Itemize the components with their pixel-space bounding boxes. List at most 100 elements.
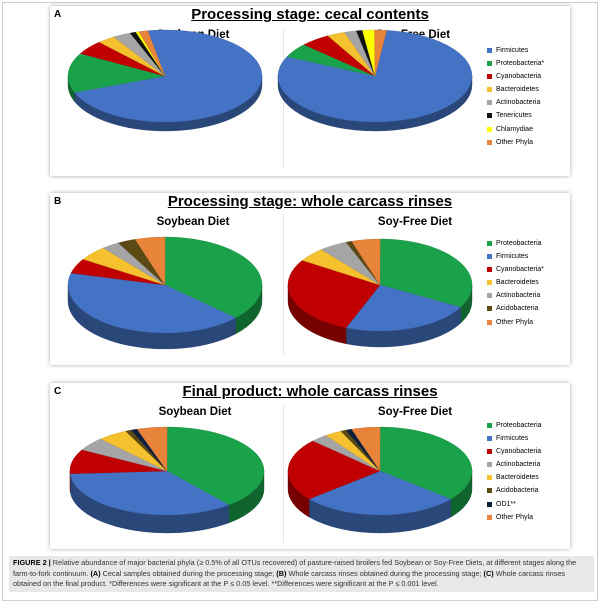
- legend-item: Other Phyla: [487, 318, 544, 326]
- legend-swatch: [487, 113, 492, 119]
- legend-item: Bacteroidetes: [487, 279, 544, 287]
- legend-label: Bacteroidetes: [496, 474, 539, 482]
- legend-swatch: [487, 73, 492, 79]
- legend-swatch: [487, 435, 492, 441]
- legend-swatch: [487, 306, 492, 312]
- legend-label: Firmicutes: [496, 46, 529, 54]
- pie-slice-cyanobacteria: [287, 440, 381, 500]
- panel-letter-a: A: [54, 9, 62, 20]
- legend-item: Cyanobacteria: [487, 447, 542, 455]
- legend-item: Acidobacteria: [487, 487, 542, 495]
- legend-label: Acidobacteria: [496, 305, 539, 313]
- legend-swatch: [487, 100, 492, 106]
- pie-title-b-soyfree: Soy-Free Diet: [377, 216, 453, 228]
- pie-chart-b-soybean: [67, 236, 263, 350]
- legend-label: Proteobacteria: [496, 239, 542, 247]
- legend-item: Firmicutes: [487, 252, 544, 260]
- legend-label: Actinobacteria: [496, 99, 541, 107]
- pie-slice-other-phyla: [136, 426, 168, 472]
- panel-b: B Processing stage: whole carcass rinses…: [50, 193, 570, 365]
- legend-swatch: [487, 240, 492, 246]
- legend-item: Acidobacteria: [487, 305, 544, 313]
- pie-slice-firmicutes: [67, 272, 237, 334]
- legend-label: Proteobacteria*: [496, 59, 545, 67]
- legend-swatch: [487, 266, 492, 272]
- legend-swatch: [487, 448, 492, 454]
- legend-item: Chlamydiae: [487, 125, 544, 133]
- pie-slice-firmicutes: [69, 470, 230, 516]
- legend-swatch: [487, 501, 492, 507]
- legend-item: OD1**: [487, 500, 542, 508]
- legend-item: Other Phyla: [487, 513, 542, 521]
- pie-slice-other-phyla: [138, 30, 166, 77]
- panel-letter-c: C: [54, 386, 62, 397]
- legend-swatch: [487, 319, 492, 325]
- legend-label: Cyanobacteria: [496, 447, 542, 455]
- pie-slice-other-phyla: [374, 29, 387, 77]
- pie-title-c-soybean: Soybean Diet: [158, 406, 232, 418]
- legend-item: Tenericutes: [487, 112, 544, 120]
- pie-slice-firmicutes: [277, 30, 473, 123]
- legend-label: Chlamydiae: [496, 125, 533, 133]
- legend-swatch: [487, 514, 492, 520]
- panel-a: A Processing stage: cecal contents Soybe…: [50, 6, 570, 176]
- panel-c: C Final product: whole carcass rinses So…: [50, 383, 570, 549]
- legend-label: Cyanobacteria: [496, 72, 542, 80]
- pie-slice-other-phyla: [351, 426, 381, 472]
- legend-swatch: [487, 47, 492, 53]
- legend-swatch: [487, 60, 492, 66]
- figure-caption: FIGURE 2 | Relative abundance of major b…: [9, 556, 594, 592]
- legend-label: OD1**: [496, 500, 516, 508]
- caption-a-label: (A): [90, 568, 101, 578]
- pie-slice-firmicutes: [308, 470, 452, 516]
- panel-divider: [283, 215, 284, 355]
- pie-slice-proteobacteria: [379, 426, 473, 500]
- caption-b-label: (B): [276, 568, 287, 578]
- legend-swatch: [487, 280, 492, 286]
- legend-label: Other Phyla: [496, 138, 533, 146]
- legend-item: Actinobacteria: [487, 292, 544, 300]
- legend-swatch: [487, 139, 492, 145]
- legend-label: Other Phyla: [496, 513, 533, 521]
- legend-label: Firmicutes: [496, 434, 529, 442]
- legend-swatch: [487, 87, 492, 93]
- pie-chart-a-soybean: [67, 29, 263, 132]
- caption-label: FIGURE 2 |: [13, 558, 51, 567]
- panel-title-b: Processing stage: whole carcass rinses: [167, 193, 453, 210]
- legend-label: Actinobacteria: [496, 292, 541, 300]
- pie-chart-c-soybean: [69, 426, 265, 534]
- legend-swatch: [487, 462, 492, 468]
- pie-title-b-soybean: Soybean Diet: [156, 216, 230, 228]
- legend-label: Bacteroidetes: [496, 86, 539, 94]
- legend-item: Actinobacteria: [487, 461, 542, 469]
- legend-label: Proteobacteria: [496, 421, 542, 429]
- legend-b: Proteobacteria Firmicutes Cyanobacteria* Ba…: [487, 239, 544, 331]
- legend-label: Cyanobacteria*: [496, 265, 544, 273]
- legend-item: Cyanobacteria*: [487, 265, 544, 273]
- legend-swatch: [487, 422, 492, 428]
- panel-title-a: Processing stage: cecal contents: [191, 6, 429, 23]
- legend-label: Tenericutes: [496, 112, 532, 120]
- caption-b: Whole carcass rinses obtained during the…: [288, 568, 482, 578]
- legend-item: Proteobacteria: [487, 239, 544, 247]
- pie-chart-b-soyfree: [287, 238, 473, 348]
- legend-label: Bacteroidetes: [496, 279, 539, 287]
- legend-label: Other Phyla: [496, 318, 533, 326]
- pie-slice-firmicutes: [74, 29, 263, 123]
- caption-c: Whole carcass rinses obtained on the fin…: [13, 568, 566, 589]
- caption-a: Cecal samples obtained during the proces…: [102, 568, 275, 578]
- legend-swatch: [487, 126, 492, 132]
- pie-title-c-soyfree: Soy-Free Diet: [377, 406, 453, 418]
- pie-slice-other-phyla: [351, 238, 381, 286]
- panel-title-c: Final product: whole carcass rinses: [182, 383, 438, 400]
- legend-item: Proteobacteria: [487, 421, 542, 429]
- legend-item: Bacteroidetes: [487, 86, 544, 94]
- pie-chart-c-soyfree: [287, 426, 473, 534]
- legend-item: Bacteroidetes: [487, 474, 542, 482]
- legend-label: Firmicutes: [496, 252, 529, 260]
- legend-item: Other Phyla: [487, 138, 544, 146]
- legend-item: Firmicutes: [487, 46, 544, 54]
- legend-swatch: [487, 253, 492, 259]
- panel-letter-b: B: [54, 196, 62, 207]
